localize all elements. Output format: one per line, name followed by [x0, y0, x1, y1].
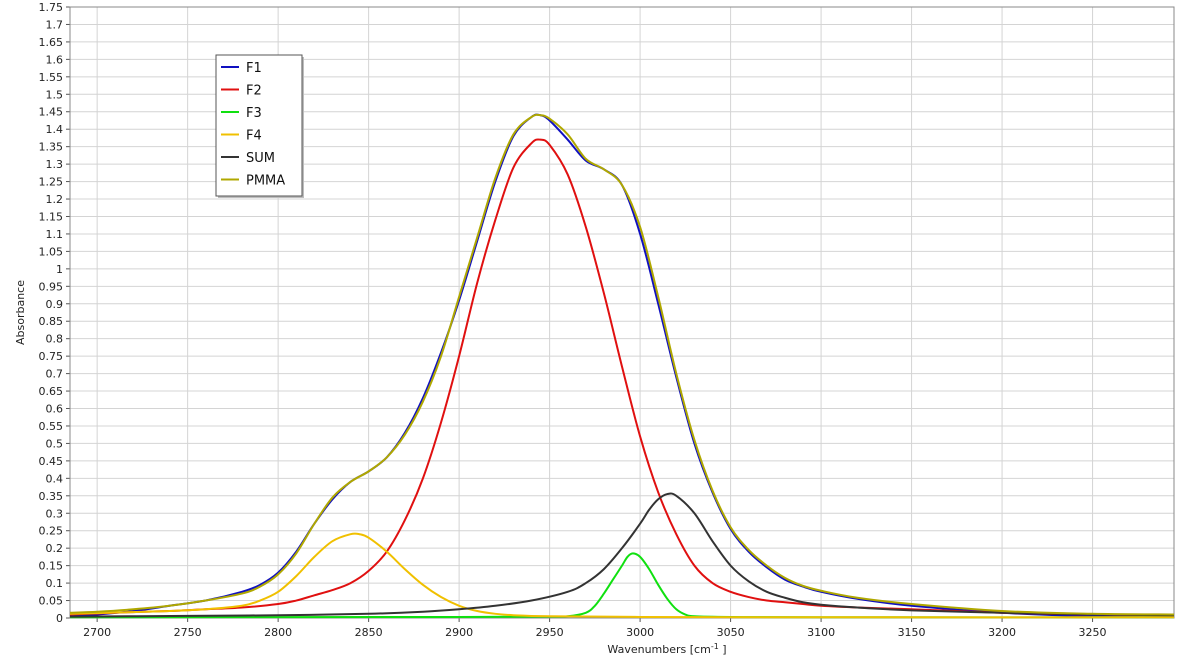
y-tick-label: 1.6 [46, 53, 64, 66]
y-tick-label: 0.35 [39, 490, 64, 503]
series-line-f2 [69, 138, 1175, 617]
y-tick-label: 1.65 [39, 36, 64, 49]
x-tick-label: 3000 [626, 626, 654, 639]
y-tick-label: 1.25 [39, 176, 64, 189]
y-tick-label: 0.15 [39, 560, 64, 573]
legend-label-f4: F4 [246, 129, 262, 144]
y-tick-label: 0.9 [46, 298, 64, 311]
y-tick-label: 0.3 [46, 507, 64, 520]
y-tick-label: 1 [56, 263, 63, 276]
y-tick-label: 1.05 [39, 245, 64, 258]
y-tick-label: 0.4 [46, 472, 64, 485]
legend-label-f3: F3 [246, 106, 262, 121]
x-tick-label: 3050 [717, 626, 745, 639]
y-tick-label: 0.5 [46, 437, 64, 450]
x-tick-label: 2950 [536, 626, 564, 639]
y-tick-label: 0.25 [39, 525, 64, 538]
x-axis-title: Wavenumbers [cm-1 ] [607, 642, 726, 656]
series-line-pmma [69, 113, 1175, 616]
y-tick-label: 0.65 [39, 385, 64, 398]
series-layer [69, 113, 1175, 619]
y-tick-label: 0.05 [39, 595, 64, 608]
legend-label-f1: F1 [246, 61, 262, 76]
plot-frame [69, 6, 1175, 619]
y-tick-label: 1.4 [46, 123, 64, 136]
y-tick-label: 1.35 [39, 141, 64, 154]
x-tick-label: 2750 [174, 626, 202, 639]
y-tick-label: 1.3 [46, 158, 64, 171]
legend-label-pmma: PMMA [246, 174, 285, 189]
x-tick-label: 3150 [898, 626, 926, 639]
y-tick-label: 1.15 [39, 210, 64, 223]
x-tick-label: 2850 [355, 626, 383, 639]
y-tick-label: 1.75 [39, 1, 64, 14]
y-tick-label: 0.2 [46, 542, 64, 555]
x-tick-label: 3100 [807, 626, 835, 639]
legend-label-sum: SUM [246, 151, 275, 166]
y-tick-label: 0.95 [39, 280, 64, 293]
x-tick-label: 2900 [445, 626, 473, 639]
y-tick-label: 0.55 [39, 420, 64, 433]
y-tick-label: 1.7 [46, 18, 64, 31]
y-tick-label: 0.85 [39, 315, 64, 328]
x-tick-label: 3200 [988, 626, 1016, 639]
x-axis-title-sup: -1 [711, 642, 719, 651]
series-line-f4 [69, 532, 1175, 619]
legend[interactable]: F1 F2 F3 F4 SUM PMMA [215, 54, 304, 198]
y-tick-label: 0.1 [46, 577, 64, 590]
y-tick-label: 0.45 [39, 455, 64, 468]
x-axis-title-suffix: ] [719, 643, 727, 656]
x-tick-label: 2800 [264, 626, 292, 639]
x-tick-label: 3250 [1079, 626, 1107, 639]
y-tick-label: 1.45 [39, 106, 64, 119]
y-tick-label: 1.55 [39, 71, 64, 84]
x-axis-title-main: Wavenumbers [cm [607, 643, 710, 656]
axes: 0 0.05 0.1 0.15 0.2 0.25 0.3 0.35 0.4 0.45 0.5 0.55… [39, 1, 1175, 639]
legend-label-f2: F2 [246, 84, 262, 99]
y-tick-label: 0.7 [46, 368, 64, 381]
y-tick-label: 1.5 [46, 88, 64, 101]
x-tick-label: 2700 [83, 626, 111, 639]
y-tick-label: 0.8 [46, 333, 64, 346]
y-tick-label: 1.1 [46, 228, 64, 241]
y-axis-title: Absorbance [14, 280, 27, 345]
y-tick-label: 0 [56, 612, 63, 625]
y-tick-label: 0.6 [46, 403, 64, 416]
series-line-sum [69, 492, 1175, 618]
legend-box [215, 54, 303, 197]
y-tick-label: 1.2 [46, 193, 64, 206]
y-tick-label: 0.75 [39, 350, 64, 363]
